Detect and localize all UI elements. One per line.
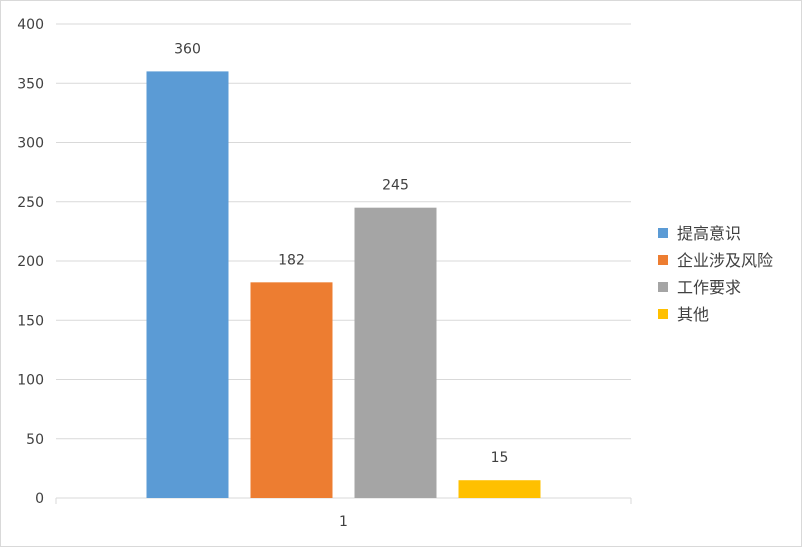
y-tick-label: 150 bbox=[17, 313, 44, 329]
y-tick-label: 400 bbox=[17, 17, 44, 33]
y-tick-label: 250 bbox=[17, 195, 44, 211]
legend-swatch bbox=[658, 255, 668, 265]
y-tick-label: 300 bbox=[17, 136, 44, 152]
gridlines bbox=[56, 23, 631, 440]
bar bbox=[458, 480, 541, 498]
data-label: 360 bbox=[174, 41, 201, 57]
y-tick-label: 50 bbox=[26, 432, 44, 448]
bars bbox=[146, 71, 541, 499]
bar bbox=[146, 71, 229, 499]
y-tick-label: 0 bbox=[35, 491, 44, 507]
y-tick-label: 200 bbox=[17, 254, 44, 270]
data-label: 15 bbox=[491, 450, 509, 466]
legend-swatch bbox=[658, 309, 668, 319]
x-tick-label: 1 bbox=[339, 514, 348, 530]
data-label: 182 bbox=[278, 252, 305, 268]
bar bbox=[354, 207, 437, 499]
y-tick-label: 350 bbox=[17, 76, 44, 92]
legend-label: 工作要求 bbox=[677, 278, 741, 297]
data-label: 245 bbox=[382, 178, 409, 194]
y-tick-label: 100 bbox=[17, 373, 44, 389]
legend-label: 其他 bbox=[677, 305, 709, 324]
legend-label: 提高意识 bbox=[677, 224, 741, 243]
legend-label: 企业涉及风险 bbox=[677, 251, 773, 270]
legend-swatch bbox=[658, 228, 668, 238]
data-labels: 360 182 245 15 bbox=[174, 41, 508, 466]
bar bbox=[250, 282, 333, 498]
legend-swatch bbox=[658, 282, 668, 292]
